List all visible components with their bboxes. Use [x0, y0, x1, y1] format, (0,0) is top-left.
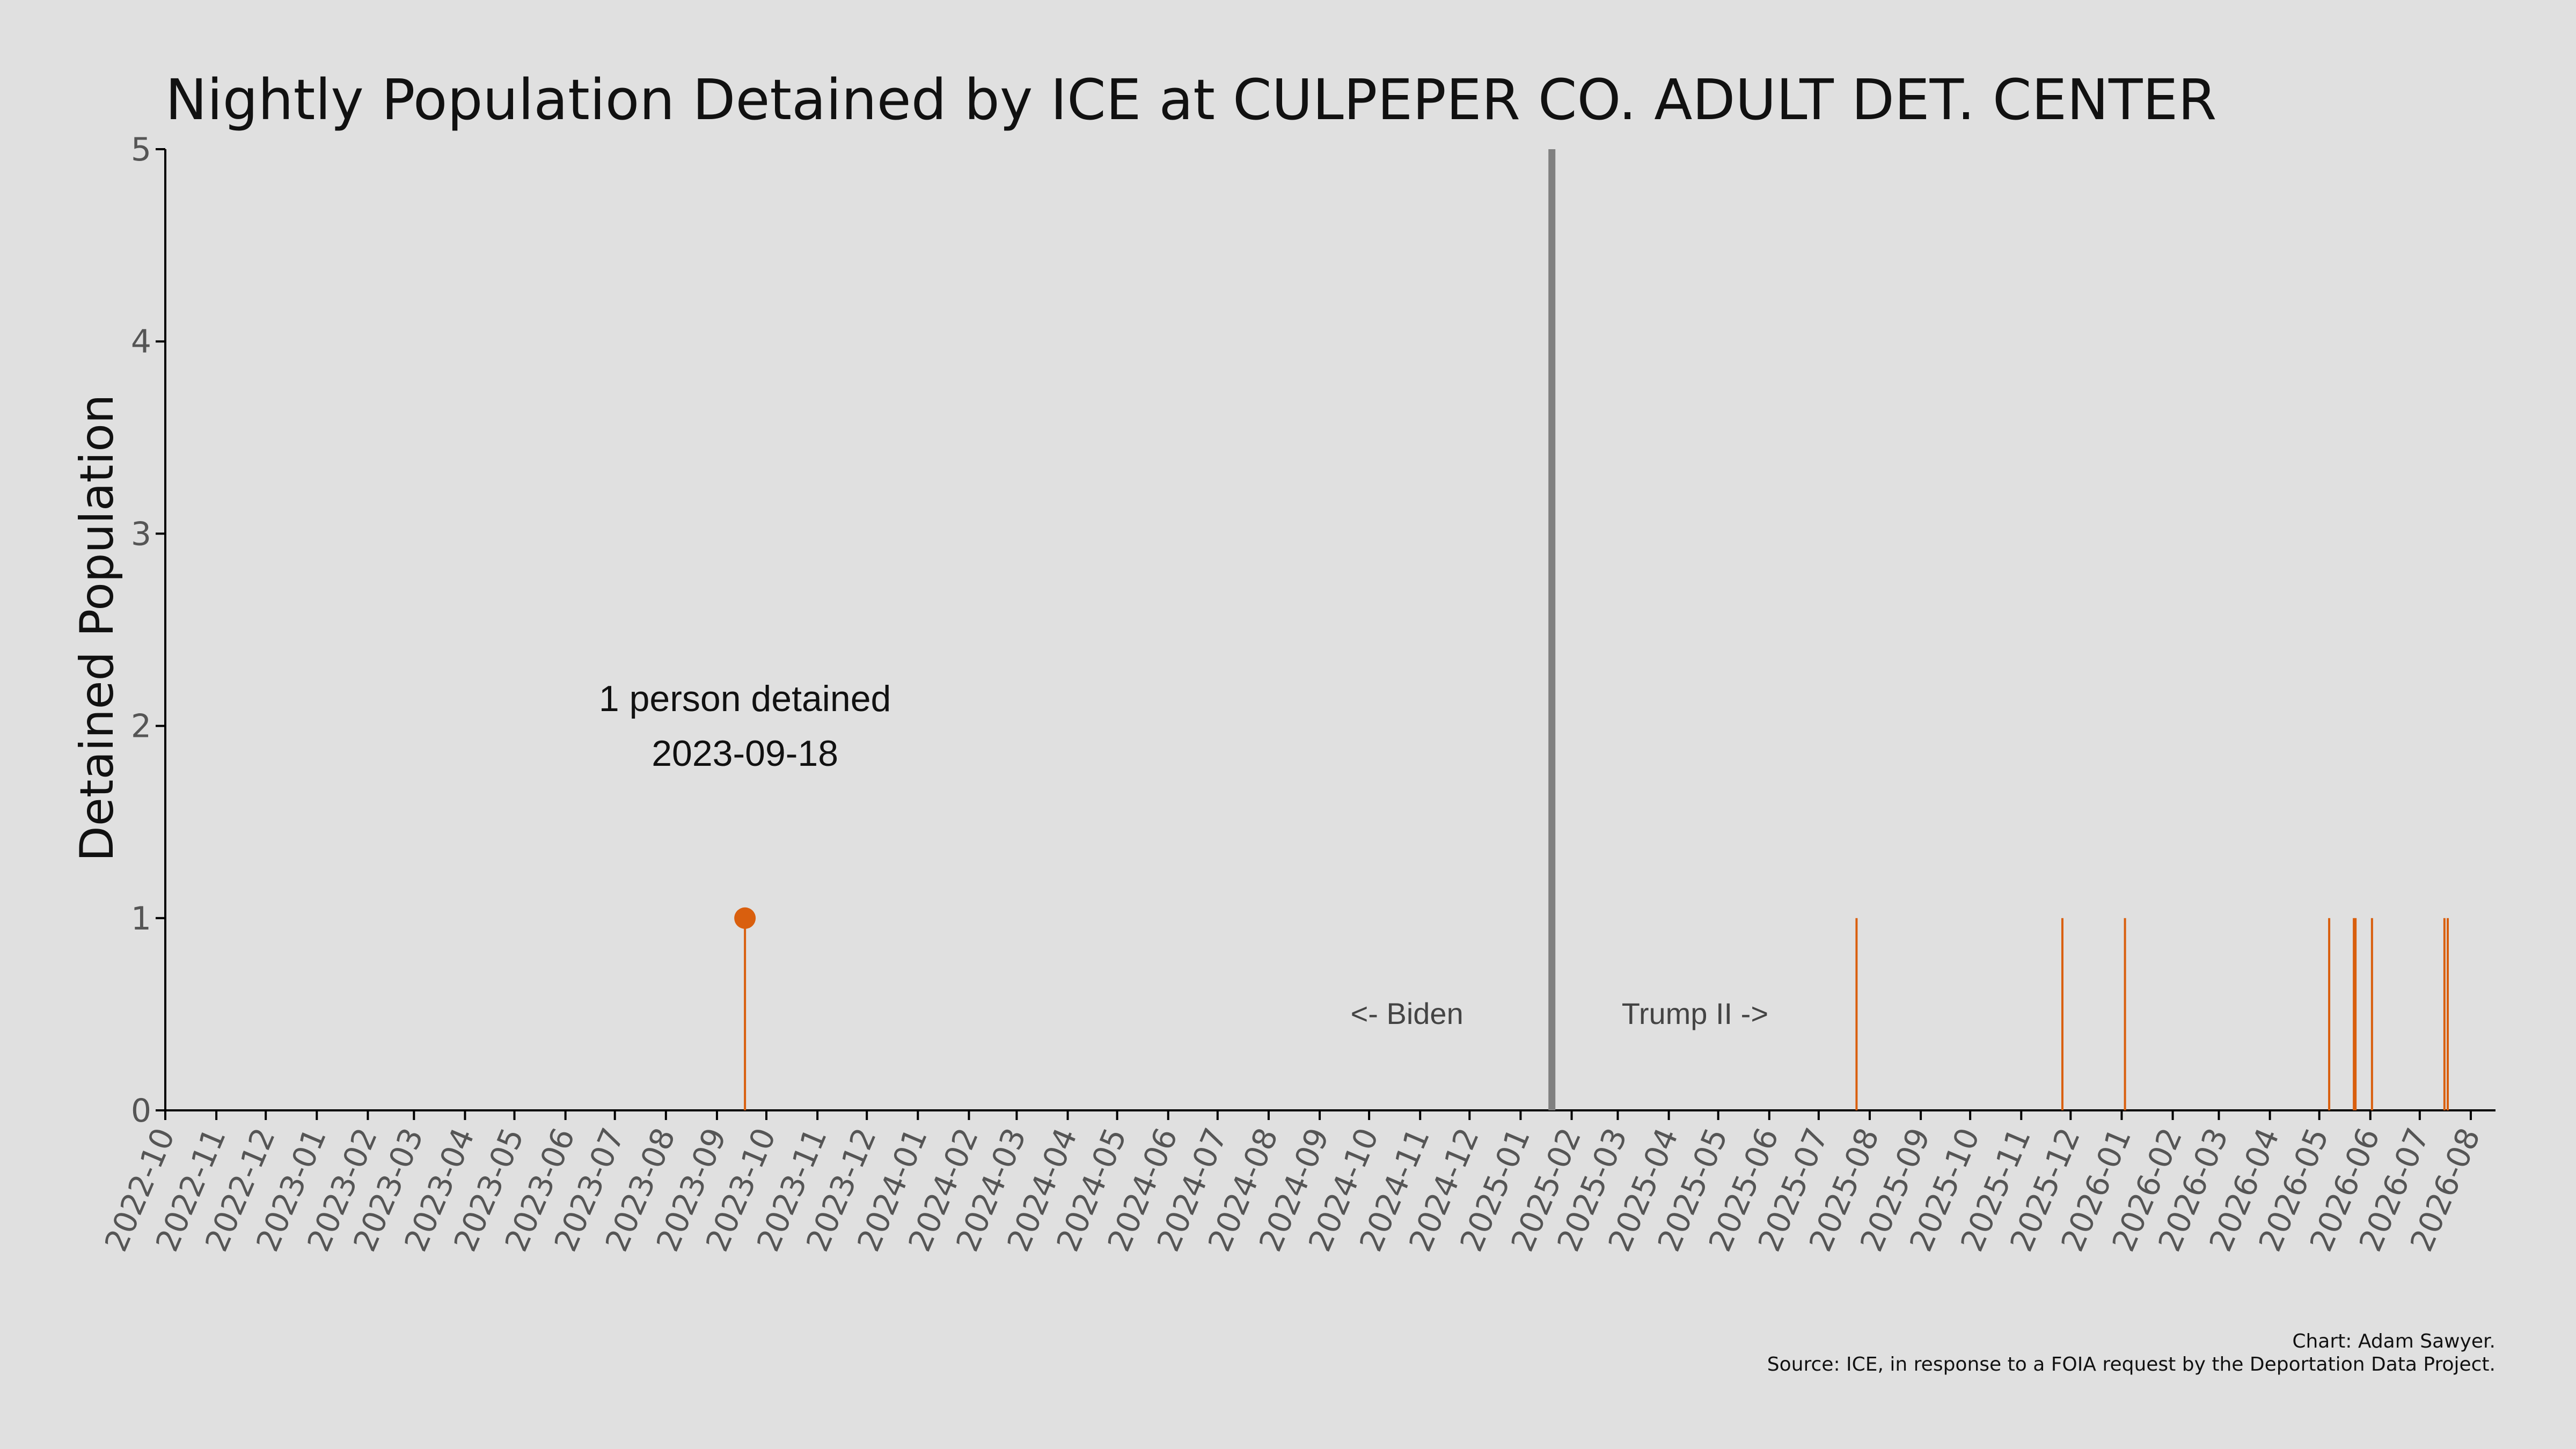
chart-title: Nightly Population Detained by ICE at CU… [165, 67, 2217, 133]
highlight-point [734, 907, 756, 929]
axes [164, 149, 2496, 1111]
credit: Chart: Adam Sawyer. Source: ICE, in resp… [1767, 1330, 2496, 1375]
trump-label: Trump II -> [1622, 997, 1768, 1030]
highlight-annotation: 1 person detained 2023-09-18 [599, 678, 891, 929]
y-tick-label: 4 [131, 323, 151, 361]
y-tick-label: 0 [131, 1092, 151, 1130]
credit-line-2: Source: ICE, in response to a FOIA reque… [1767, 1353, 2496, 1375]
y-tick-label: 2 [131, 708, 151, 745]
annotation-date: 2023-09-18 [652, 733, 838, 774]
x-axis-ticks: 2022-102022-112022-122023-012023-022023-… [98, 1110, 2487, 1257]
data-bars [744, 918, 2449, 1110]
y-tick-label: 5 [131, 131, 151, 169]
y-tick-label: 1 [131, 900, 151, 938]
credit-line-1: Chart: Adam Sawyer. [2292, 1330, 2496, 1352]
y-axis-label: Detained Population [70, 394, 124, 862]
y-axis-ticks: 0 1 2 3 4 5 [131, 131, 165, 1130]
administration-divider: <- Biden Trump II -> [1351, 149, 1768, 1110]
annotation-text: 1 person detained [599, 678, 891, 719]
y-tick-label: 3 [131, 515, 151, 553]
biden-label: <- Biden [1351, 997, 1463, 1030]
